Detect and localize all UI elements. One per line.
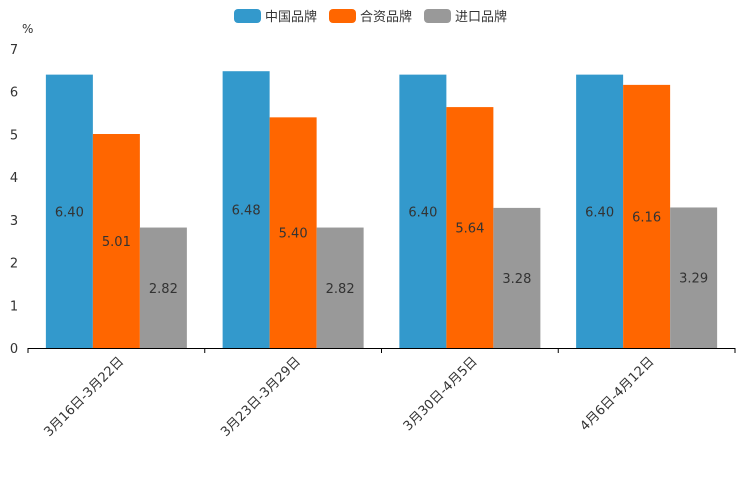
legend-label: 中国品牌 [265,9,317,25]
legend-swatch [234,9,261,23]
legend-label: 合资品牌 [360,9,412,25]
bar-value-label: 2.82 [326,282,355,297]
bar-value-label: 6.40 [585,205,614,220]
bar-value-label: 6.40 [408,205,437,220]
bar-value-label: 3.28 [502,272,531,287]
x-tick-label: 3月23日-3月29日 [218,354,304,440]
bar-value-label: 5.64 [455,222,484,237]
bar-value-label: 5.40 [279,227,308,242]
bar [493,207,541,348]
x-axis: 3月16日-3月22日 3月23日-3月29日 3月30日-4月5日 4月6日-4月1… [27,348,736,440]
bar-value-label: 6.16 [632,210,661,225]
y-tick-label: 2 [10,257,18,272]
bar [139,227,187,348]
bar [222,71,270,348]
y-tick-label: 1 [10,299,18,314]
bar-value-label: 3.29 [679,272,708,287]
legend-swatch [329,9,356,23]
y-tick-label: 5 [10,128,18,143]
y-tick-label: 7 [10,43,18,58]
y-tick-label: 6 [10,86,18,101]
bars: 6.40 5.01 2.82 6.48 5.40 2.82 6.40 5.64 3.28 6.40… [45,71,718,348]
bar [92,134,140,348]
bar [269,117,317,348]
y-tick-label: 0 [10,342,18,357]
bar [446,107,494,348]
bar [623,84,671,348]
y-tick-label: 4 [10,171,18,186]
bar [399,74,447,348]
y-axis-ticks: 0 1 2 3 4 5 6 7 [10,43,18,357]
y-tick-label: 3 [10,214,18,229]
x-tick-label: 3月30日-4月5日 [401,354,481,434]
legend-swatch [424,9,451,23]
bar-value-label: 6.40 [55,205,84,220]
bar [576,74,624,348]
legend: 中国品牌 合资品牌 进口品牌 [234,9,507,25]
bar [45,74,93,348]
legend-label: 进口品牌 [455,9,507,25]
bar-value-label: 5.01 [102,235,131,250]
y-axis-unit-label: % [22,22,33,36]
x-tick-label: 3月16日-3月22日 [41,354,127,440]
bar [316,227,364,348]
bar-value-label: 6.48 [232,204,261,219]
bar-value-label: 2.82 [149,282,178,297]
bar [670,207,718,348]
x-tick-label: 4月6日-4月12日 [578,354,658,434]
